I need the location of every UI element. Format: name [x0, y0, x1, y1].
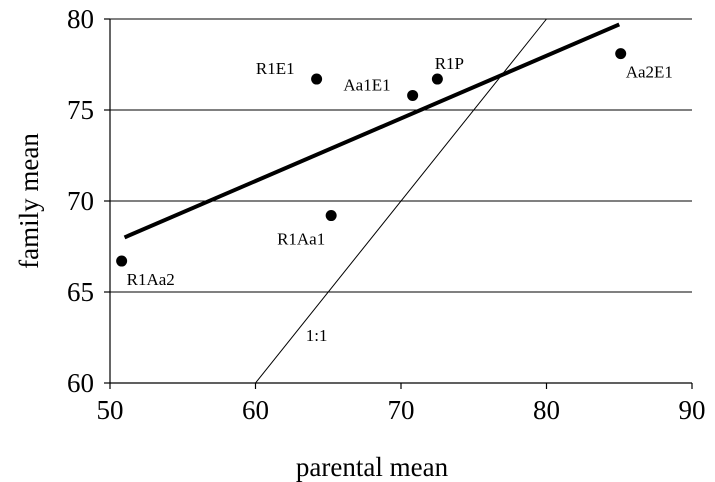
- data-point-R1E1: [311, 73, 323, 85]
- point-label-R1P: R1P: [435, 54, 464, 73]
- y-tick-label-65: 65: [67, 277, 94, 307]
- point-label-R1E1: R1E1: [256, 59, 295, 78]
- lines: 1:1: [123, 18, 621, 384]
- reference-line-1-1: [255, 18, 547, 384]
- point-label-Aa1E1: Aa1E1: [343, 75, 390, 94]
- x-tick-label-70: 70: [388, 395, 415, 425]
- point-label-Aa2E1: Aa2E1: [626, 63, 673, 82]
- x-axis-label: parental mean: [296, 452, 449, 482]
- data-point-Aa2E1: [615, 48, 627, 60]
- x-tick-label-90: 90: [679, 395, 706, 425]
- data-points: R1Aa2 R1E1 R1Aa1 Aa1E1 R1P Aa2E1: [116, 48, 673, 289]
- x-tick-label-50: 50: [97, 395, 124, 425]
- y-tick-label-80: 80: [67, 4, 94, 34]
- data-point-R1Aa1: [325, 210, 337, 222]
- x-tick-label-60: 60: [242, 395, 269, 425]
- data-point-Aa1E1: [407, 89, 419, 101]
- reference-line-label: 1:1: [306, 326, 328, 345]
- y-tick-label-60: 60: [67, 368, 94, 398]
- grid-lines: [110, 18, 692, 293]
- point-label-R1Aa1: R1Aa1: [277, 230, 325, 249]
- axes: [104, 18, 693, 389]
- x-tick-label-80: 80: [533, 395, 560, 425]
- y-tick-label-75: 75: [67, 95, 94, 125]
- data-point-R1Aa2: [116, 255, 128, 267]
- data-point-R1P: [431, 73, 443, 85]
- y-tick-label-70: 70: [67, 186, 94, 216]
- trend-line: [123, 22, 621, 240]
- point-label-R1Aa2: R1Aa2: [127, 270, 175, 289]
- y-axis-label: family mean: [14, 133, 44, 269]
